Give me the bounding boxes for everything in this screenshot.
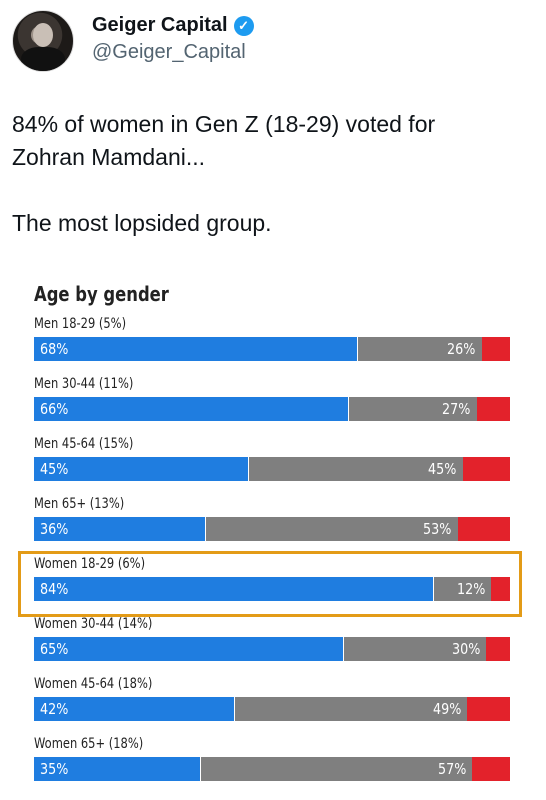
category-label: Men 30-44 (11%) xyxy=(34,376,134,392)
bar-segment-gray: 49% xyxy=(234,697,468,721)
tweet-line: The most lopsided group. xyxy=(12,210,272,236)
bar-segment-gray: 57% xyxy=(201,757,472,781)
value-label: 26% xyxy=(447,340,476,358)
bar-segment-gray: 30% xyxy=(343,637,487,661)
bar-segment-blue: 65% xyxy=(34,637,344,661)
bar-segment-red xyxy=(491,577,511,601)
stacked-bar: 65% 30% xyxy=(34,637,510,661)
category-label: Women 18-29 (6%) xyxy=(34,556,146,572)
stacked-bar: 45% 45% xyxy=(34,457,510,481)
bar-segment-red xyxy=(486,637,510,661)
bar-segment-gray: 45% xyxy=(248,457,463,481)
author-handle[interactable]: @Geiger_Capital xyxy=(92,41,246,63)
stacked-bar: 42% 49% xyxy=(34,697,510,721)
stacked-bar: 36% 53% xyxy=(34,517,510,541)
value-label: 65% xyxy=(40,640,69,658)
value-label: 68% xyxy=(40,340,69,358)
avatar[interactable] xyxy=(12,10,74,72)
value-label: 27% xyxy=(442,400,471,418)
value-label: 66% xyxy=(40,400,69,418)
bar-group: Women 45-64 (18%) 42% 49% xyxy=(34,676,510,730)
bar-segment-blue: 66% xyxy=(34,397,349,421)
bar-segment-red xyxy=(481,337,510,361)
value-label: 30% xyxy=(451,640,481,658)
value-label: 84% xyxy=(40,580,69,598)
tweet-line: Zohran Mamdani... xyxy=(12,144,206,170)
value-label: 53% xyxy=(423,520,452,538)
bar-segment-red xyxy=(462,457,510,481)
category-label: Men 65+ (13%) xyxy=(34,496,125,512)
tweet-text: 84% of women in Gen Z (18-29) voted for … xyxy=(12,108,532,240)
author-info: Geiger Capital ✓ @Geiger_Capital xyxy=(92,14,254,64)
bar-segment-red xyxy=(476,397,510,421)
bar-segment-gray: 27% xyxy=(348,397,477,421)
bar-group: Women 18-29 (6%) 84% 12% xyxy=(34,556,511,610)
bar-segment-blue: 42% xyxy=(34,697,235,721)
value-label: 45% xyxy=(40,460,69,478)
bar-segment-red xyxy=(472,757,510,781)
value-label: 45% xyxy=(428,460,457,478)
bar-group: Men 30-44 (11%) 66% 27% xyxy=(34,376,510,430)
bar-segment-blue: 36% xyxy=(34,517,206,541)
category-label: Women 30-44 (14%) xyxy=(34,616,153,632)
stacked-bar: 68% 26% xyxy=(34,337,510,361)
value-label: 49% xyxy=(432,700,462,718)
bar-segment-gray: 12% xyxy=(434,577,492,601)
value-label: 35% xyxy=(40,760,69,778)
bar-segment-gray: 53% xyxy=(206,517,458,541)
stacked-bar: 84% 12% xyxy=(34,577,511,601)
chart-title: Age by gender xyxy=(34,282,169,306)
bar-group: Men 18-29 (5%) 68% 26% xyxy=(34,316,510,370)
author-name[interactable]: Geiger Capital xyxy=(92,14,228,36)
category-label: Women 65+ (18%) xyxy=(34,736,144,752)
bar-segment-gray: 26% xyxy=(358,337,482,361)
bar-segment-red xyxy=(467,697,510,721)
stacked-bar: 35% 57% xyxy=(34,757,510,781)
bar-segment-blue: 68% xyxy=(34,337,359,361)
tweet-header: Geiger Capital ✓ @Geiger_Capital xyxy=(12,10,254,72)
bar-segment-red xyxy=(457,517,510,541)
bar-segment-blue: 45% xyxy=(34,457,249,481)
value-label: 42% xyxy=(40,700,69,718)
category-label: Men 18-29 (5%) xyxy=(34,316,127,332)
bar-group: Men 45-64 (15%) 45% 45% xyxy=(34,436,510,490)
verified-check-icon: ✓ xyxy=(233,15,254,36)
category-label: Women 45-64 (18%) xyxy=(34,676,153,692)
value-label: 12% xyxy=(456,580,486,598)
bar-segment-blue: 84% xyxy=(34,577,435,601)
exit-poll-chart[interactable]: Age by gender Men 18-29 (5%) 68% 26% Men 30… xyxy=(0,262,546,800)
value-label: 36% xyxy=(40,520,69,538)
bar-group: Women 30-44 (14%) 65% 30% xyxy=(34,616,510,670)
stacked-bar: 66% 27% xyxy=(34,397,510,421)
tweet-line: 84% of women in Gen Z (18-29) voted for xyxy=(12,111,436,137)
bar-group: Men 65+ (13%) 36% 53% xyxy=(34,496,510,550)
value-label: 57% xyxy=(437,760,466,778)
bar-group: Women 65+ (18%) 35% 57% xyxy=(34,736,510,790)
bar-segment-blue: 35% xyxy=(34,757,202,781)
category-label: Men 45-64 (15%) xyxy=(34,436,134,452)
highlight-box xyxy=(18,551,522,617)
